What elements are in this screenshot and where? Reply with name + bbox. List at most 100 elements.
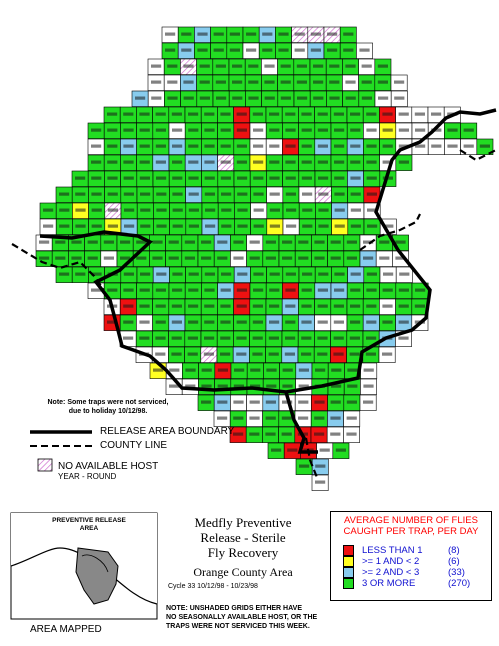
trap-id-mark (366, 176, 377, 180)
trap-id-mark (87, 240, 98, 244)
trap-id-mark (361, 80, 372, 84)
trap-id-mark (363, 400, 374, 404)
trap-id-mark (298, 256, 309, 260)
release-area-boundary (39, 108, 497, 394)
trap-id-mark (367, 224, 378, 228)
trap-id-mark (330, 416, 341, 420)
trap-id-mark (199, 64, 210, 68)
trap-id-mark (431, 112, 442, 116)
trap-id-mark (205, 224, 216, 228)
trap-id-mark (233, 400, 244, 404)
trap-id-mark (363, 384, 374, 388)
trap-id-mark (265, 432, 276, 436)
trap-id-mark (253, 224, 264, 228)
trap-id-mark (123, 112, 134, 116)
trap-id-mark (398, 336, 409, 340)
trap-id-mark (201, 400, 212, 404)
trap-id-mark (294, 48, 305, 52)
trap-id-mark (187, 352, 198, 356)
trap-id-mark (395, 240, 406, 244)
trap-id-mark (59, 224, 70, 228)
trap-id-mark (447, 128, 458, 132)
trap-id-mark (333, 112, 344, 116)
trap-id-mark (201, 256, 212, 260)
trap-id-mark (280, 96, 291, 100)
trap-id-mark (269, 272, 280, 276)
trap-id-mark (317, 128, 328, 132)
trap-id-mark (248, 64, 259, 68)
trap-id-mark (123, 304, 134, 308)
trap-id-mark (237, 272, 248, 276)
trap-id-mark (281, 416, 292, 420)
trap-id-mark (168, 240, 179, 244)
trap-id-mark (236, 352, 247, 356)
trap-id-mark (349, 352, 360, 356)
trap-id-mark (123, 320, 134, 324)
fly-count-legend: AVERAGE NUMBER OF FLIES CAUGHT PER TRAP,… (330, 511, 492, 601)
trap-id-mark (107, 176, 118, 180)
trap-id-mark (253, 208, 264, 212)
trap-id-mark (278, 32, 289, 36)
trap-id-mark (346, 432, 357, 436)
trap-id-mark (301, 304, 312, 308)
trap-id-mark (361, 96, 372, 100)
trap-id-mark (136, 256, 147, 260)
trap-id-mark (188, 224, 199, 228)
trap-id-mark (140, 192, 151, 196)
trap-id-mark (188, 304, 199, 308)
legend-row-count: (33) (448, 567, 465, 578)
trap-id-mark (463, 128, 474, 132)
trap-id-mark (249, 256, 260, 260)
trap-id-mark (345, 80, 356, 84)
trap-id-mark (59, 272, 70, 276)
trap-id-mark (183, 96, 194, 100)
trap-id-mark (197, 32, 208, 36)
trap-id-mark (345, 64, 356, 68)
trap-id-mark (152, 240, 163, 244)
trap-id-mark (366, 304, 377, 308)
boundary-lines (11, 108, 497, 481)
trap-id-mark (139, 336, 150, 340)
trap-id-mark (155, 304, 166, 308)
trap-id-mark (220, 352, 231, 356)
inset-title: PREVENTIVE RELEASE AREA (44, 517, 134, 533)
inset-caption: AREA MAPPED (30, 624, 102, 635)
trap-id-mark (172, 224, 183, 228)
trap-id-mark (139, 320, 150, 324)
trap-id-mark (236, 112, 247, 116)
inset-map (10, 512, 158, 620)
trap-id-mark (415, 144, 426, 148)
trap-id-mark (120, 240, 131, 244)
trap-id-mark (171, 304, 182, 308)
trap-id-mark (253, 272, 264, 276)
trap-id-mark (334, 192, 345, 196)
trap-id-mark (363, 256, 374, 260)
trap-id-mark (334, 288, 345, 292)
trap-id-mark (171, 352, 182, 356)
trap-id-mark (123, 176, 134, 180)
trap-id-mark (268, 352, 279, 356)
trap-id-mark (327, 48, 338, 52)
trap-id-mark (217, 384, 228, 388)
trap-id-mark (463, 144, 474, 148)
trap-id-mark (172, 176, 183, 180)
trap-id-mark (43, 224, 54, 228)
trap-id-mark (151, 64, 162, 68)
trap-id-mark (350, 192, 361, 196)
trap-id-mark (249, 432, 260, 436)
trap-id-mark (75, 208, 86, 212)
trap-id-mark (248, 80, 259, 84)
trap-id-mark (285, 128, 296, 132)
trap-id-mark (246, 32, 257, 36)
trap-id-mark (398, 128, 409, 132)
trap-id-mark (415, 128, 426, 132)
trap-id-mark (266, 368, 277, 372)
trap-id-mark (347, 384, 358, 388)
trap-id-mark (155, 112, 166, 116)
trap-id-mark (350, 272, 361, 276)
trap-id-mark (317, 352, 328, 356)
trap-id-mark (217, 256, 228, 260)
legend-row-count: (6) (448, 556, 460, 567)
legend-row-count: (270) (448, 578, 471, 589)
trap-id-mark (361, 64, 372, 68)
